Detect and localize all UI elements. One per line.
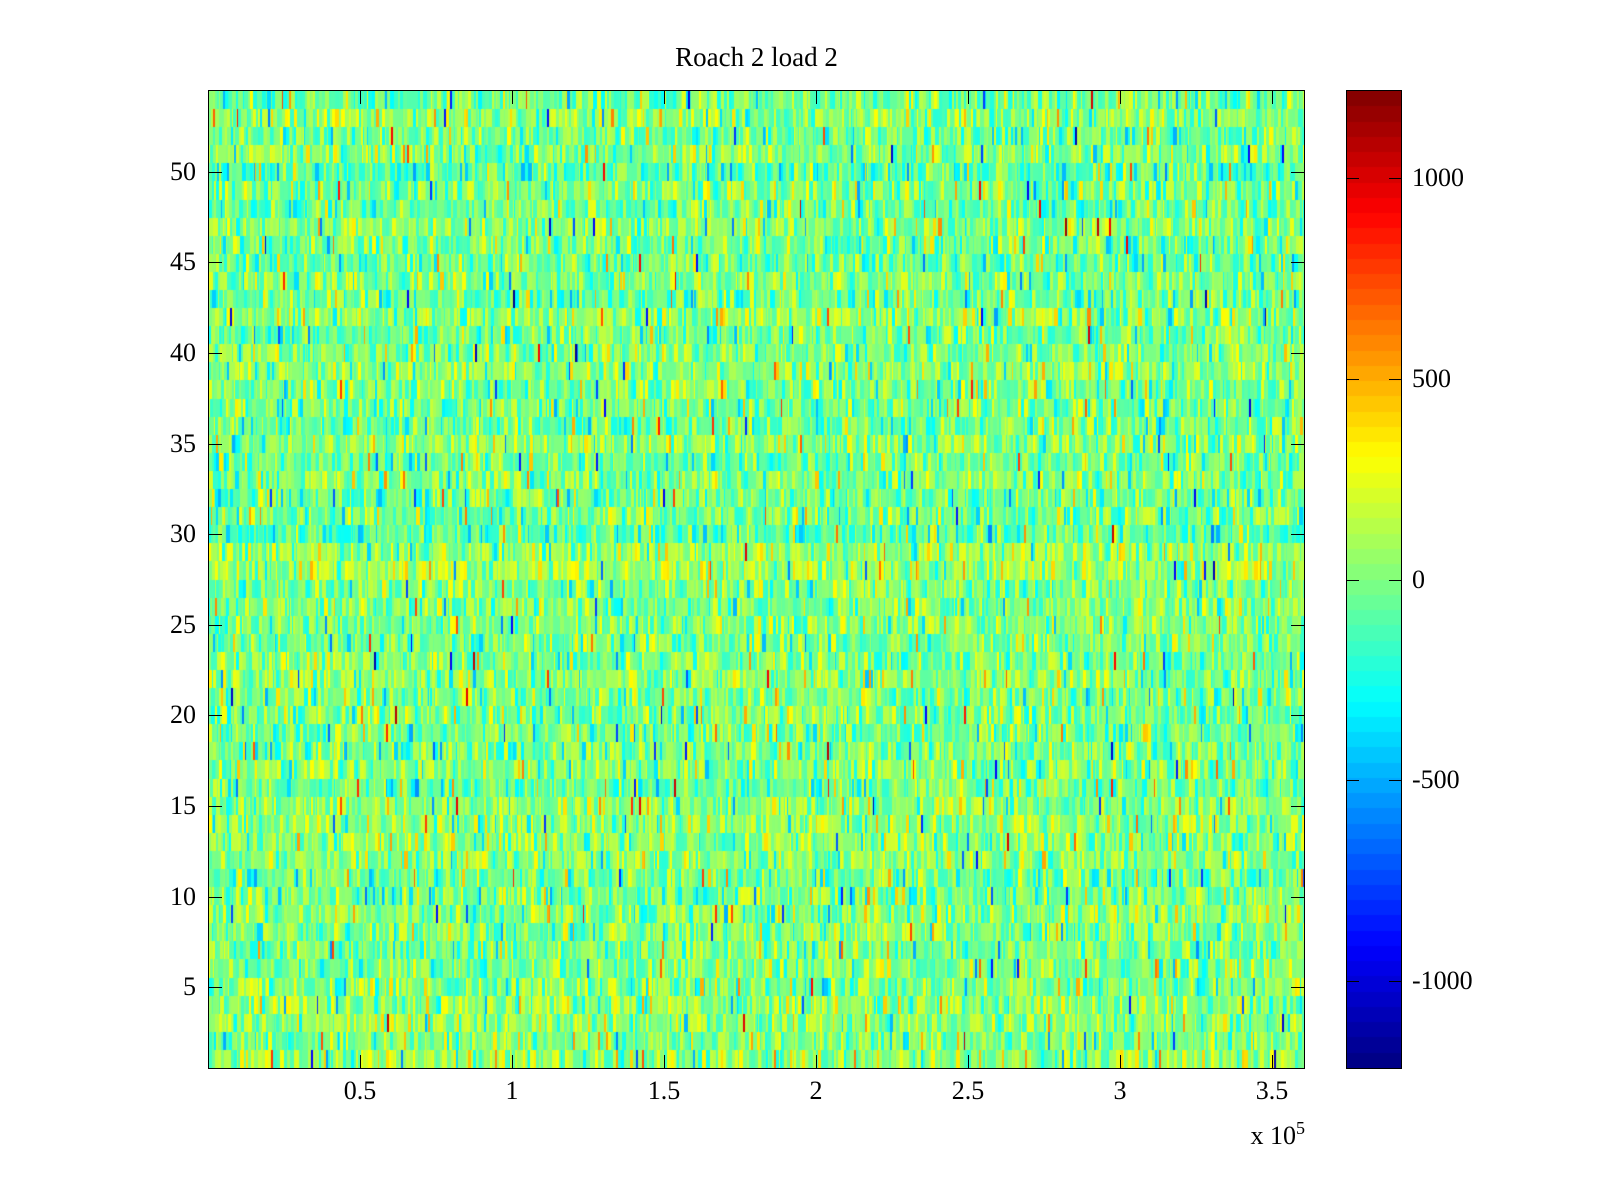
y-tick-label: 20 — [170, 700, 196, 729]
y-tick-mark-left — [209, 715, 222, 716]
y-tick-mark-left — [209, 806, 222, 807]
colorbar — [1346, 90, 1402, 1069]
y-tick-label: 5 — [183, 972, 196, 1001]
colorbar-tick-mark-left — [1347, 981, 1359, 982]
y-tick-mark-right — [1291, 534, 1304, 535]
y-tick-mark-right — [1291, 353, 1304, 354]
colorbar-tick-mark-right — [1389, 580, 1401, 581]
heatmap-plot-area — [208, 90, 1305, 1069]
y-tick-label: 15 — [170, 791, 196, 820]
exponent-value: 5 — [1296, 1118, 1305, 1138]
y-tick-mark-left — [209, 444, 222, 445]
colorbar-tick-mark-right — [1389, 178, 1401, 179]
x-tick-label: 2 — [809, 1076, 823, 1105]
colorbar-tick-label: -500 — [1412, 765, 1460, 794]
y-tick-mark-right — [1291, 806, 1304, 807]
x-tick-mark-top — [664, 91, 665, 104]
y-tick-label: 35 — [170, 429, 196, 458]
colorbar-tick-label: 1000 — [1412, 163, 1464, 192]
colorbar-tick-label: 500 — [1412, 364, 1451, 393]
y-tick-mark-right — [1291, 987, 1304, 988]
x-tick-mark-bottom — [512, 1055, 513, 1068]
y-tick-mark-right — [1291, 172, 1304, 173]
colorbar-tick-mark-left — [1347, 780, 1359, 781]
x-tick-mark-top — [816, 91, 817, 104]
y-tick-mark-left — [209, 897, 222, 898]
x-tick-mark-bottom — [816, 1055, 817, 1068]
x-tick-mark-top — [360, 91, 361, 104]
x-tick-mark-top — [512, 91, 513, 104]
y-tick-label: 50 — [170, 157, 196, 186]
y-tick-mark-right — [1291, 262, 1304, 263]
y-tick-mark-right — [1291, 444, 1304, 445]
y-tick-mark-right — [1291, 715, 1304, 716]
exponent-prefix: x 10 — [1250, 1121, 1297, 1150]
colorbar-tick-mark-left — [1347, 379, 1359, 380]
y-tick-label: 45 — [170, 247, 196, 276]
x-tick-label: 0.5 — [343, 1076, 377, 1105]
colorbar-tick-mark-right — [1389, 780, 1401, 781]
x-tick-label: 1.5 — [647, 1076, 681, 1105]
y-tick-label: 40 — [170, 338, 196, 367]
x-tick-label: 2.5 — [951, 1076, 985, 1105]
colorbar-canvas — [1347, 91, 1401, 1068]
heatmap-canvas — [209, 91, 1304, 1068]
colorbar-tick-label: -1000 — [1412, 966, 1473, 995]
chart-title: Roach 2 load 2 — [675, 42, 838, 72]
colorbar-tick-mark-left — [1347, 178, 1359, 179]
x-tick-mark-top — [1272, 91, 1273, 104]
y-tick-mark-left — [209, 262, 222, 263]
x-tick-mark-top — [1120, 91, 1121, 104]
y-tick-label: 30 — [170, 519, 196, 548]
x-tick-mark-bottom — [664, 1055, 665, 1068]
y-tick-label: 10 — [170, 882, 196, 911]
y-tick-mark-left — [209, 353, 222, 354]
y-tick-mark-left — [209, 534, 222, 535]
y-tick-mark-right — [1291, 897, 1304, 898]
x-axis-exponent-label: x 105 — [1225, 1118, 1306, 1151]
y-tick-label: 25 — [170, 610, 196, 639]
colorbar-tick-label: 0 — [1412, 565, 1425, 594]
y-tick-mark-left — [209, 987, 222, 988]
x-tick-label: 3 — [1113, 1076, 1127, 1105]
y-tick-mark-left — [209, 172, 222, 173]
colorbar-tick-mark-left — [1347, 580, 1359, 581]
x-tick-mark-top — [968, 91, 969, 104]
colorbar-tick-mark-right — [1389, 379, 1401, 380]
x-tick-mark-bottom — [968, 1055, 969, 1068]
y-tick-mark-right — [1291, 625, 1304, 626]
x-tick-mark-bottom — [360, 1055, 361, 1068]
x-tick-label: 3.5 — [1255, 1076, 1289, 1105]
x-tick-mark-bottom — [1272, 1055, 1273, 1068]
y-tick-mark-left — [209, 625, 222, 626]
x-tick-mark-bottom — [1120, 1055, 1121, 1068]
x-tick-label: 1 — [505, 1076, 519, 1105]
colorbar-tick-mark-right — [1389, 981, 1401, 982]
